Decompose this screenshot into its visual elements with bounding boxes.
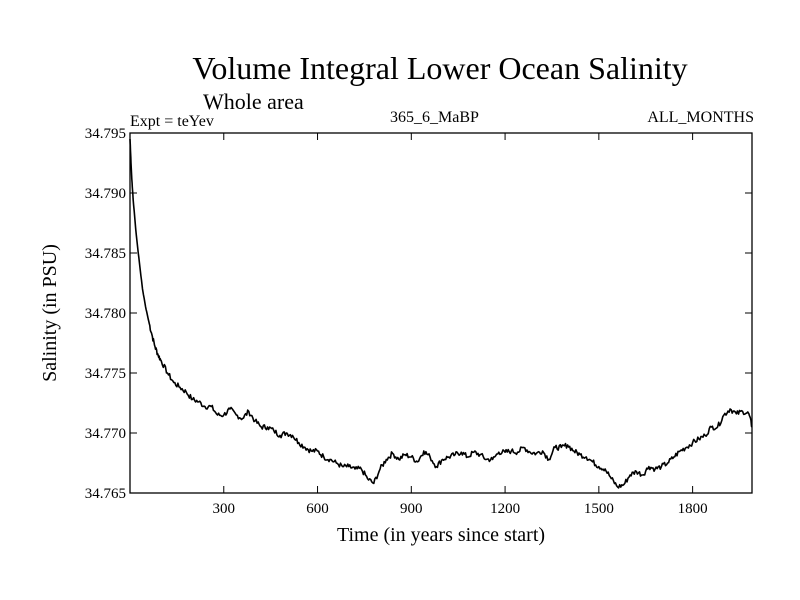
series-layer xyxy=(129,138,753,489)
y-tick-label: 34.780 xyxy=(85,306,126,322)
x-tick-label: 900 xyxy=(400,501,423,517)
y-tick-label: 34.790 xyxy=(85,186,126,202)
y-tick-label: 34.770 xyxy=(85,426,126,442)
plot-frame xyxy=(129,132,753,494)
y-tick-label: 34.765 xyxy=(85,486,126,502)
x-axis-label: Time (in years since start) xyxy=(337,524,545,546)
y-tick-label: 34.785 xyxy=(85,246,126,262)
months-label: ALL_MONTHS xyxy=(647,109,754,126)
y-tick-label: 34.795 xyxy=(85,126,126,142)
x-axis-ticks: 300 600 900 1200 1500 1800 xyxy=(213,133,708,517)
chart-title: Volume Integral Lower Ocean Salinity xyxy=(192,50,688,86)
x-tick-label: 600 xyxy=(306,501,329,517)
y-tick-label: 34.775 xyxy=(85,366,126,382)
salinity-series-line xyxy=(129,138,753,489)
x-tick-label: 1800 xyxy=(678,501,708,517)
y-axis-label: Salinity (in PSU) xyxy=(39,244,61,382)
x-tick-label: 300 xyxy=(213,501,236,517)
y-axis-ticks: 34.765 34.770 34.775 34.780 34.785 34.790 34.7… xyxy=(85,126,752,502)
period-label: 365_6_MaBP xyxy=(390,109,479,126)
x-tick-label: 1500 xyxy=(584,501,614,517)
x-tick-label: 1200 xyxy=(490,501,520,517)
experiment-label: Expt = teYev xyxy=(130,113,214,130)
chart-subtitle: Whole area xyxy=(203,89,304,114)
